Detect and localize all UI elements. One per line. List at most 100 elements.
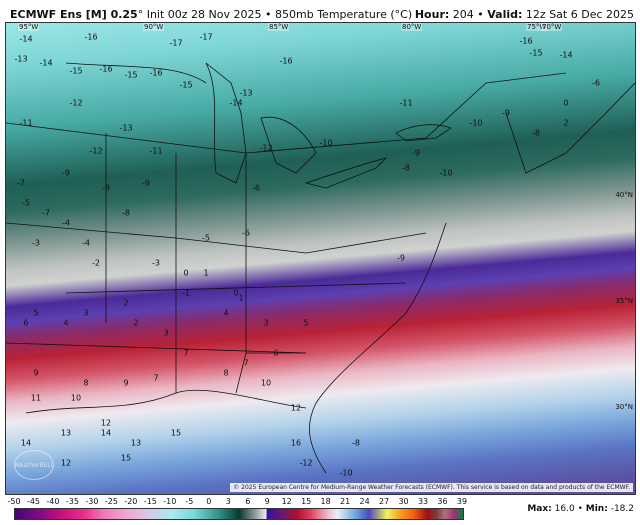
temperature-map: 95°W 90°W 85°W 80°W 75°W 70°W 40°N 35°N 30°N -14-… [5, 22, 636, 495]
boundaries [6, 62, 635, 474]
temperature-label: -10 [469, 118, 483, 128]
temperature-label: 14 [20, 438, 32, 448]
temperature-label: 1 [238, 293, 244, 303]
valid-time: Hour: 204 • Valid: 12z Sat 6 Dec 2025 [414, 8, 634, 21]
temperature-label: -14 [19, 34, 33, 44]
latitude-label: 30°N [615, 403, 633, 411]
temperature-label: 9 [33, 368, 39, 378]
temperature-label: -16 [279, 56, 293, 66]
temperature-label: -11 [149, 146, 163, 156]
gulf-coast [25, 389, 307, 414]
temperature-label: -16 [519, 36, 533, 46]
temperature-label: -7 [42, 208, 50, 218]
temperature-label: 7 [183, 348, 189, 358]
temperature-label: -15 [529, 48, 543, 58]
temperature-label: -11 [19, 118, 33, 128]
east-coast [309, 222, 447, 474]
temperature-label: -12 [69, 98, 83, 108]
temperature-label: 6 [23, 318, 29, 328]
longitude-label: 95°W [18, 23, 40, 31]
longitude-label: 90°W [143, 23, 165, 31]
temperature-label: 13 [60, 428, 72, 438]
temperature-label: 5 [303, 318, 309, 328]
temperature-label: -14 [39, 58, 53, 68]
map-title: ECMWF Ens [M] 0.25° Init 00z 28 Nov 2025… [10, 8, 413, 21]
temperature-label: 8 [223, 368, 229, 378]
temperature-label: 2 [133, 318, 139, 328]
colorbar-tick: -25 [104, 497, 118, 506]
temperature-label: -8 [352, 438, 360, 448]
temperature-label: -13 [14, 54, 28, 64]
temperature-label: -8 [402, 163, 410, 173]
temperature-label: 2 [123, 298, 129, 308]
temperature-label: -14 [559, 50, 573, 60]
colorbar-tick: -35 [65, 497, 79, 506]
colorbar-tick: 21 [340, 497, 351, 506]
temperature-label: -14 [229, 98, 243, 108]
temperature-label: 3 [83, 308, 89, 318]
longitude-label: 80°W [401, 23, 423, 31]
temperature-label: -8 [102, 183, 110, 193]
temperature-label: 14 [100, 428, 112, 438]
temperature-label: -10 [319, 138, 333, 148]
temperature-label: -2 [92, 258, 100, 268]
temperature-label: -17 [199, 32, 213, 42]
colorbar-tick: 24 [359, 497, 370, 506]
temperature-label: 6 [273, 348, 279, 358]
temperature-label: 9 [123, 378, 129, 388]
longitude-label: 70°W [541, 23, 563, 31]
temperature-label: -9 [397, 253, 405, 263]
temperature-label: -8 [532, 128, 540, 138]
temperature-label: 15 [170, 428, 182, 438]
colorbar-tick: 30 [398, 497, 409, 506]
temperature-label: 8 [83, 378, 89, 388]
temperature-label: 7 [243, 358, 249, 368]
temperature-label: -15 [69, 66, 83, 76]
temperature-label: 12 [60, 458, 72, 468]
temperature-label: -9 [62, 168, 70, 178]
temperature-label: 0 [233, 288, 239, 298]
temperature-label: -11 [399, 98, 413, 108]
colorbar-tick: 27 [378, 497, 390, 506]
temperature-label: -15 [179, 80, 193, 90]
temperature-label: 1 [203, 268, 209, 278]
colorbar-tick: -5 [185, 497, 194, 506]
temperature-label: -5 [202, 233, 210, 243]
temperature-label: -4 [82, 238, 90, 248]
temperature-label: 5 [33, 308, 39, 318]
temperature-label: -16 [99, 64, 113, 74]
colorbar-tick: -50 [7, 497, 21, 506]
lake-ontario [395, 124, 452, 142]
temperature-label: -6 [592, 78, 600, 88]
temperature-label: -12 [259, 143, 273, 153]
colorbar-tick: 12 [281, 497, 292, 506]
temperature-label: -9 [412, 148, 420, 158]
colorbar-tick: -40 [46, 497, 60, 506]
colorbar-tick: 39 [456, 497, 468, 506]
colorbar-tick: -30 [85, 497, 99, 506]
copyright-notice: © 2025 European Centre for Medium-Range … [230, 483, 633, 492]
colorbar-tick: -20 [124, 497, 138, 506]
temperature-label: -16 [149, 68, 163, 78]
temperature-label: 15 [120, 453, 132, 463]
colorbar-tick: 18 [320, 497, 331, 506]
temperature-label: 11 [30, 393, 42, 403]
lake-huron [260, 116, 317, 174]
colorbar-tick: 3 [225, 497, 231, 506]
colorbar-tick: 9 [264, 497, 270, 506]
temperature-label: -12 [299, 458, 313, 468]
colorbar-tick: -10 [163, 497, 177, 506]
temperature-label: -9 [502, 108, 510, 118]
temperature-label: -13 [119, 123, 133, 133]
colorbar-tick: 33 [417, 497, 429, 506]
temperature-label: 2 [563, 118, 569, 128]
temperature-label: 10 [260, 378, 272, 388]
latitude-label: 40°N [615, 191, 633, 199]
longitude-label: 85°W [268, 23, 290, 31]
temperature-label: -13 [239, 88, 253, 98]
colorbar-tick: 6 [245, 497, 251, 506]
temperature-label: -10 [439, 168, 453, 178]
temperature-label: 0 [563, 98, 569, 108]
temperature-label: -15 [124, 70, 138, 80]
colorbar-tick: -45 [26, 497, 41, 506]
